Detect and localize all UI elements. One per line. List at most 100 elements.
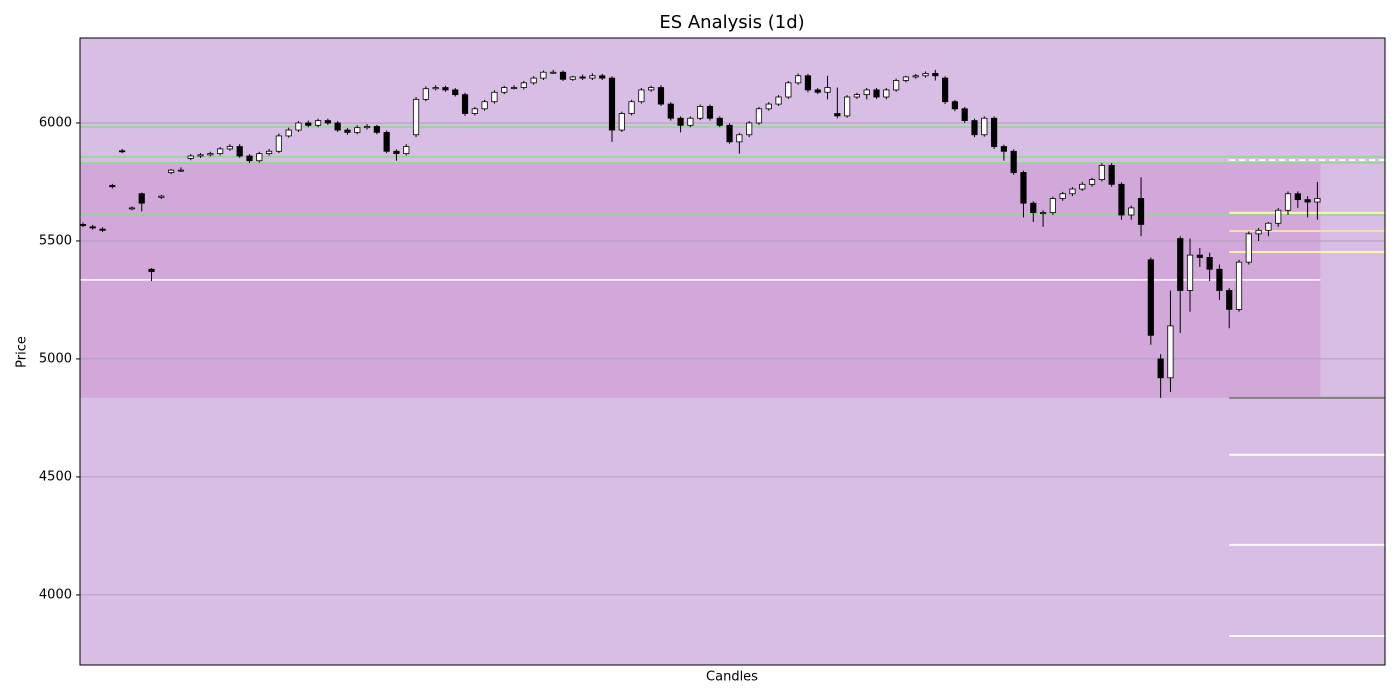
candle: [501, 85, 508, 95]
x-axis-label: Candles: [706, 670, 758, 685]
candle: [853, 92, 861, 99]
candle: [148, 268, 155, 282]
candle-body: [1167, 325, 1174, 379]
candle: [922, 71, 929, 78]
candle: [383, 130, 390, 154]
candle: [177, 167, 185, 173]
candle: [883, 88, 890, 100]
candle: [1049, 196, 1056, 215]
candle: [1314, 181, 1321, 220]
candle-body: [863, 89, 870, 96]
candle: [422, 86, 429, 102]
candle: [902, 75, 910, 83]
candle-body: [138, 193, 145, 204]
candle-body: [971, 120, 978, 136]
candle: [873, 88, 880, 99]
candle: [158, 194, 165, 199]
candle-body: [1108, 165, 1115, 185]
candle: [1098, 163, 1105, 182]
candle: [1216, 264, 1223, 300]
candle: [1039, 210, 1047, 227]
candle-body: [1196, 254, 1203, 258]
candle-body: [540, 71, 547, 79]
candle-body: [168, 169, 175, 173]
candle: [1157, 354, 1164, 398]
candle: [1167, 290, 1174, 392]
candle: [1069, 187, 1076, 197]
candle: [746, 121, 753, 138]
candle: [863, 88, 870, 100]
candle-body: [1226, 290, 1233, 310]
candle-body: [902, 76, 910, 81]
candle-body: [471, 108, 478, 114]
candle-body: [1147, 259, 1154, 336]
candle: [765, 102, 772, 111]
candle-body: [961, 108, 968, 121]
candle: [217, 147, 224, 156]
candle-body: [589, 75, 596, 79]
candle: [1304, 196, 1311, 218]
candle: [736, 132, 743, 154]
candle: [344, 128, 351, 135]
candle: [951, 99, 958, 112]
candle: [99, 227, 106, 232]
candle-body: [844, 96, 851, 117]
candle: [1030, 201, 1037, 223]
candle-body: [354, 127, 361, 133]
candle-body: [775, 96, 782, 105]
candle-body: [99, 228, 106, 231]
candle-body: [1294, 193, 1301, 201]
candle: [1177, 236, 1184, 333]
candle: [109, 183, 116, 189]
candle-body: [187, 155, 194, 159]
candle-body: [638, 89, 645, 103]
candle: [256, 151, 263, 163]
y-tick-label: 6000: [39, 115, 72, 130]
candle: [942, 76, 949, 105]
candle: [1137, 177, 1145, 237]
candle: [795, 73, 802, 85]
candle-body: [461, 94, 469, 114]
candle-body: [1284, 193, 1292, 211]
candle-body: [814, 89, 821, 93]
candle: [1245, 231, 1252, 265]
candle: [510, 85, 518, 90]
candle: [618, 111, 625, 132]
candle: [814, 88, 821, 95]
candle: [1059, 191, 1066, 201]
candle-body: [177, 169, 185, 172]
candle-body: [1030, 202, 1037, 214]
candle-body: [569, 76, 576, 80]
candle-body: [550, 71, 557, 74]
candle: [393, 149, 400, 161]
candle: [354, 125, 361, 135]
candle: [314, 118, 322, 128]
candle-body: [912, 75, 919, 78]
candle-body: [373, 126, 380, 133]
candle: [461, 92, 469, 116]
candle: [236, 144, 243, 158]
candle: [1284, 191, 1292, 215]
candle: [1000, 144, 1007, 161]
candle-body: [275, 135, 282, 152]
candle: [275, 133, 282, 154]
candle-body: [1314, 198, 1321, 203]
candle-body: [716, 117, 723, 126]
candle: [520, 80, 527, 90]
candle-body: [608, 77, 616, 131]
candle: [569, 75, 576, 81]
candle: [530, 76, 537, 85]
candle-body: [1216, 268, 1223, 291]
candle-body: [119, 150, 126, 153]
candle-body: [1304, 199, 1311, 203]
candle: [912, 73, 919, 79]
candle-body: [853, 94, 861, 98]
candle-body: [256, 153, 263, 162]
candle: [893, 78, 900, 92]
candle: [559, 70, 567, 81]
candle: [285, 127, 292, 138]
candle-body: [795, 75, 802, 84]
candle: [412, 96, 420, 138]
candle-body: [363, 126, 371, 129]
